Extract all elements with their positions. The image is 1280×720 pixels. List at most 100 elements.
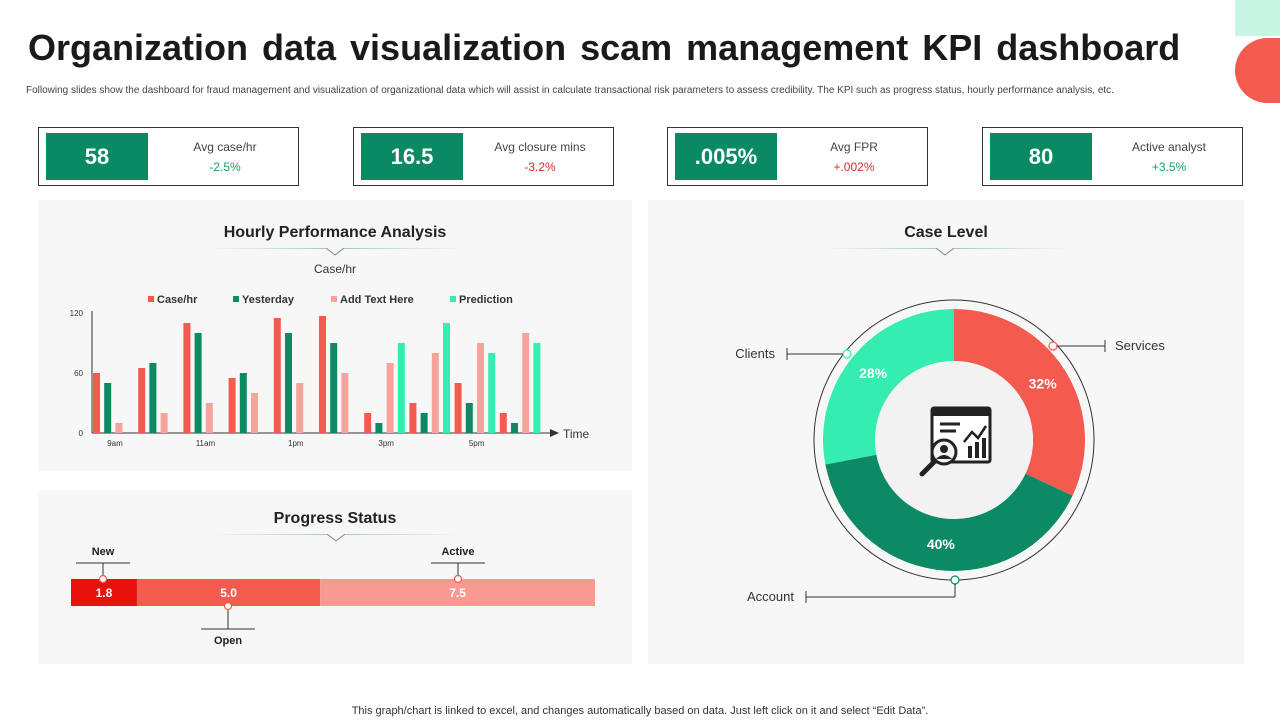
corner-decoration-mint	[1235, 0, 1280, 36]
bar	[285, 333, 292, 433]
page-subtitle: Following slides show the dashboard for …	[26, 85, 1114, 96]
kpi-card-avg-fpr[interactable]: .005% Avg FPR +.002%	[667, 127, 928, 186]
legend-label: Add Text Here	[340, 294, 414, 306]
bar	[454, 383, 462, 433]
footer-note: This graph/chart is linked to excel, and…	[351, 705, 929, 717]
bar	[251, 393, 258, 433]
x-tick-label: 11am	[196, 439, 216, 448]
case-level-title: Case Level	[904, 224, 988, 241]
bar	[386, 363, 394, 433]
x-tick-label: 3pm	[378, 439, 394, 448]
services-callout-dot	[1048, 341, 1058, 351]
bar	[499, 413, 507, 433]
progress-bar-chart: 1.8 5.0 7.5 New Open Active	[71, 546, 595, 647]
y-tick-label: 0	[79, 429, 84, 438]
bar	[420, 413, 428, 433]
kpi-value: 80	[990, 133, 1092, 180]
donut-slice	[823, 309, 954, 465]
progress-segment-value: 5.0	[220, 586, 237, 600]
donut-slice	[825, 454, 1073, 571]
bar	[273, 318, 281, 433]
kpi-change: +.002%	[833, 160, 875, 174]
bar	[138, 368, 146, 433]
y-tick-label: 60	[74, 369, 83, 378]
bar	[183, 323, 191, 433]
bar	[465, 403, 473, 433]
new-callout-dot	[98, 574, 108, 584]
kpi-change: -2.5%	[209, 160, 241, 174]
kpi-card-avg-closure[interactable]: 16.5 Avg closure mins -3.2%	[353, 127, 614, 186]
person-body	[936, 455, 952, 459]
bar	[115, 423, 123, 433]
legend-swatch	[148, 296, 154, 302]
x-tick-label: 1pm	[288, 439, 304, 448]
new-callout-label: New	[92, 546, 115, 558]
kpi-card-avg-case[interactable]: 58 Avg case/hr -2.5%	[38, 127, 299, 186]
active-callout-dot	[453, 574, 463, 584]
kpi-card-active-analyst[interactable]: 80 Active analyst +3.5%	[982, 127, 1243, 186]
kpi-value: 58	[46, 133, 148, 180]
services-callout-label: Services	[1115, 338, 1165, 353]
account-callout-dot	[950, 575, 960, 585]
bar	[194, 333, 202, 433]
monitor-header	[932, 408, 990, 416]
open-callout-label: Open	[214, 635, 242, 647]
bar	[319, 316, 326, 433]
legend-swatch	[331, 296, 337, 302]
legend-label: Case/hr	[157, 294, 198, 306]
progress-segment	[320, 579, 595, 606]
bar	[533, 343, 541, 433]
x-axis-title: Time	[563, 427, 590, 441]
bar	[375, 423, 383, 433]
kpi-label: Avg case/hr	[193, 140, 257, 154]
progress-panel-title: Progress Status	[273, 510, 397, 527]
clients-callout-label: Clients	[735, 346, 775, 361]
donut-slice-label: 40%	[927, 536, 956, 552]
data-analysis-icon	[919, 406, 992, 477]
y-tick-label: 120	[70, 309, 84, 318]
active-callout-label: Active	[441, 546, 474, 558]
account-callout-label: Account	[747, 589, 794, 604]
panel-notch-icon	[327, 534, 345, 542]
panel-notch-icon	[326, 248, 344, 256]
bar	[409, 403, 417, 433]
clients-callout-dot	[842, 349, 852, 359]
donut-slice	[954, 309, 1085, 496]
bar	[239, 373, 247, 433]
x-axis-arrow-icon	[550, 429, 559, 437]
bar	[160, 413, 168, 433]
bar	[341, 373, 349, 433]
bar-mini	[975, 442, 979, 458]
hourly-chart-subtitle: Case/hr	[313, 262, 357, 276]
progress-segment	[136, 579, 321, 606]
bar	[443, 323, 450, 433]
person-head	[940, 445, 948, 453]
kpi-label: Avg FPR	[830, 140, 878, 154]
kpi-change: +3.5%	[1151, 160, 1187, 174]
hourly-bar-chart: Case/hr Yesterday Add Text Here Prediction T…	[70, 294, 590, 448]
bar	[205, 403, 213, 433]
bar	[488, 353, 496, 433]
kpi-value: 16.5	[361, 133, 463, 180]
panel-notch-icon	[936, 248, 954, 256]
corner-decoration-coral	[1235, 38, 1280, 103]
bar	[104, 383, 112, 433]
open-callout-dot	[223, 601, 233, 611]
kpi-value: .005%	[675, 133, 777, 180]
progress-status-panel: Progress Status 1.8 5.0 7.5 New Open Active	[38, 490, 632, 664]
bar	[149, 363, 157, 433]
bar-mini	[968, 446, 972, 458]
hourly-performance-panel: Hourly Performance Analysis Case/hr Case…	[38, 200, 632, 471]
case-level-panel: Case Level 32% 40% 28% Clients Services Accou…	[648, 200, 1244, 664]
bar	[511, 423, 518, 433]
bar-mini	[982, 438, 986, 458]
donut-slice-label: 28%	[859, 365, 888, 381]
legend-label: Prediction	[459, 294, 513, 306]
x-tick-label: 9am	[107, 439, 123, 448]
legend-swatch	[233, 296, 239, 302]
bar	[431, 353, 439, 433]
x-tick-label: 5pm	[469, 439, 485, 448]
bar	[296, 383, 304, 433]
bar	[228, 378, 236, 433]
bar	[364, 413, 372, 433]
